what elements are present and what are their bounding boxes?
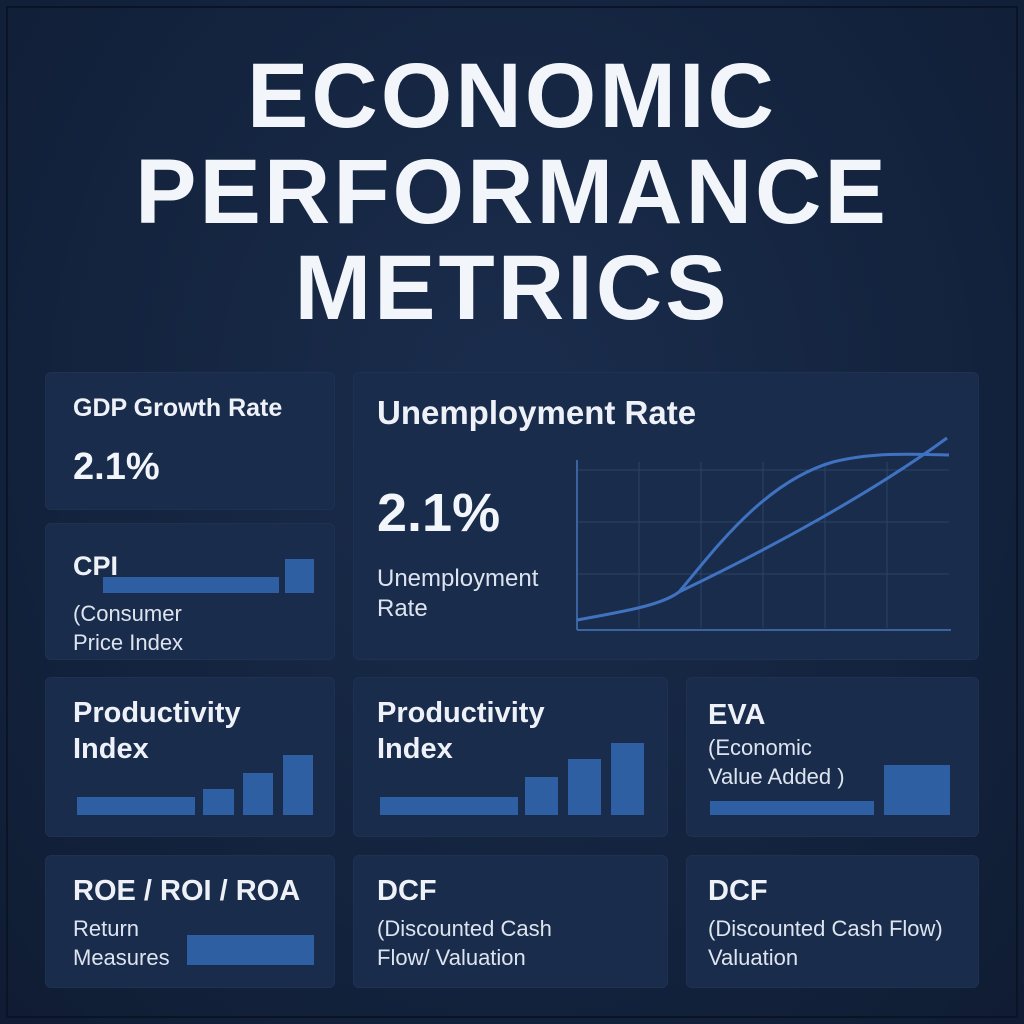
productivity-1-bar-4 [283,755,313,815]
eva-card: EVA (Economic Value Added ) [686,677,979,837]
gdp-title: GDP Growth Rate [73,394,283,422]
title-line-1: ECONOMIC [247,45,777,147]
gdp-card: GDP Growth Rate 2.1% [45,372,335,510]
productivity-1-bar-2 [203,789,234,815]
productivity-1-bar-1 [77,797,195,815]
productivity-2-bar-2 [525,777,558,815]
chart-grid [577,462,949,628]
gdp-value: 2.1% [73,446,160,488]
productivity-1-bar-3 [243,773,273,815]
unemployment-label-line-1: Unemployment [377,565,539,592]
productivity-1-title-line-2: Index [73,733,149,765]
cpi-title: CPI [73,551,119,581]
unemployment-line-chart [576,436,951,631]
dcf-2-title: DCF [708,875,768,907]
title-line-2: PERFORMANCE [135,141,889,243]
dcf-2-subtitle-line-2: Valuation [708,945,799,970]
cpi-bar-long [103,577,279,593]
roe-title: ROE / ROI / ROA [73,875,301,907]
cpi-bar-square [285,559,314,593]
unemployment-title: Unemployment Rate [377,394,697,431]
productivity-2-bar-1 [380,797,518,815]
eva-subtitle-line-1: (Economic [708,735,812,760]
cpi-subtitle-line-2: Price Index [73,630,184,655]
dcf-card-2: DCF (Discounted Cash Flow) Valuation [686,855,979,988]
eva-subtitle-line-2: Value Added ) [708,764,845,789]
roe-card: ROE / ROI / ROA Return Measures [45,855,335,988]
dcf-1-subtitle-line-1: (Discounted Cash [377,916,552,941]
productivity-card-2: Productivity Index [353,677,668,837]
unemployment-label-line-2: Rate [377,595,428,622]
unemployment-card: Unemployment Rate 2.1% Unemployment Rate [353,372,979,660]
productivity-2-title-line-2: Index [377,733,453,765]
productivity-card-1: Productivity Index [45,677,335,837]
dcf-1-subtitle-line-2: Flow/ Valuation [377,945,526,970]
dcf-2-subtitle-line-1: (Discounted Cash Flow) [708,916,943,941]
roe-subtitle-line-2: Measures [73,945,170,970]
title-line-3: METRICS [294,237,730,339]
chart-series-line [678,436,948,594]
dcf-card-1: DCF (Discounted Cash Flow/ Valuation [353,855,668,988]
cpi-subtitle-line-1: (Consumer [73,601,182,626]
roe-bar [187,935,314,965]
page-frame [6,6,1018,1018]
cpi-card: CPI (Consumer Price Index [45,523,335,660]
productivity-2-bar-4 [611,743,644,815]
productivity-2-bar-3 [568,759,601,815]
productivity-2-title-line-1: Productivity [377,697,545,729]
productivity-1-title-line-1: Productivity [73,697,241,729]
eva-bar-long [710,801,874,815]
eva-title: EVA [708,699,766,731]
unemployment-value: 2.1% [377,483,501,543]
chart-series-curve [576,452,950,622]
roe-subtitle-line-1: Return [73,916,140,941]
page-title: ECONOMIC PERFORMANCE METRICS [0,48,1024,336]
dcf-1-title: DCF [377,875,437,907]
eva-bar-square [884,765,950,815]
